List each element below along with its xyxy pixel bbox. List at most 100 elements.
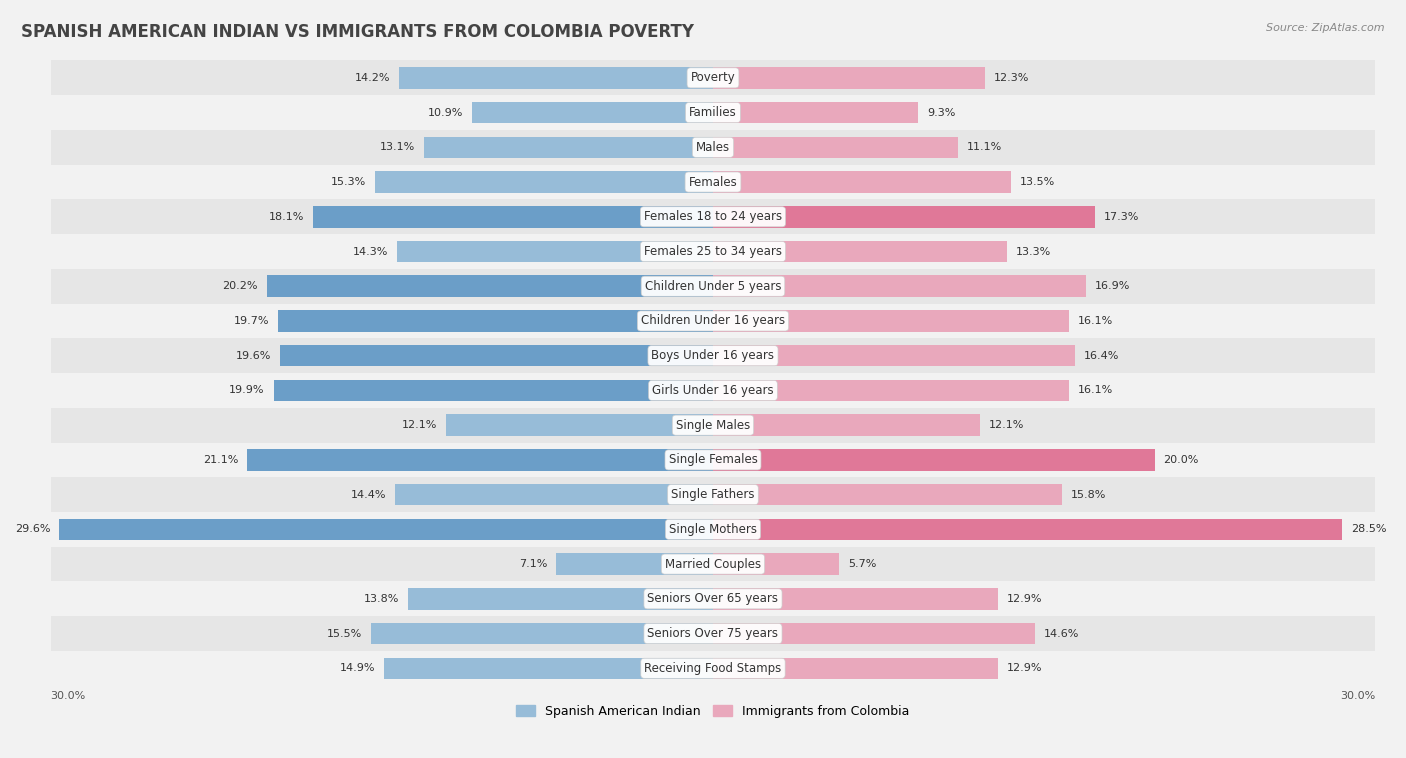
Bar [51,616,1375,651]
Text: 14.3%: 14.3% [353,246,388,256]
Text: 12.9%: 12.9% [1007,663,1042,673]
Bar [713,623,1035,644]
Text: 13.3%: 13.3% [1015,246,1050,256]
Text: 7.1%: 7.1% [519,559,547,569]
Text: Females 18 to 24 years: Females 18 to 24 years [644,210,782,224]
Bar [472,102,713,124]
Bar [713,102,918,124]
Text: 5.7%: 5.7% [848,559,876,569]
Bar [557,553,713,575]
Text: Single Fathers: Single Fathers [671,488,755,501]
Text: 15.8%: 15.8% [1071,490,1107,500]
Bar [713,241,1007,262]
Bar [713,449,1154,471]
Text: Males: Males [696,141,730,154]
Text: Children Under 16 years: Children Under 16 years [641,315,785,327]
Bar [59,518,713,540]
Bar [446,415,713,436]
Bar [51,96,1375,130]
Text: 29.6%: 29.6% [15,525,51,534]
Text: 12.9%: 12.9% [1007,594,1042,604]
Bar [51,199,1375,234]
Bar [713,275,1087,297]
Bar [713,553,839,575]
Text: 15.3%: 15.3% [330,177,367,187]
Text: 20.0%: 20.0% [1164,455,1199,465]
Text: 20.2%: 20.2% [222,281,259,291]
Bar [51,373,1375,408]
Bar [375,171,713,193]
Text: Seniors Over 65 years: Seniors Over 65 years [648,592,779,606]
Bar [51,478,1375,512]
Bar [713,67,984,89]
Text: Poverty: Poverty [690,71,735,84]
Text: 15.5%: 15.5% [326,628,361,638]
Text: 14.4%: 14.4% [350,490,387,500]
Bar [371,623,713,644]
Text: Married Couples: Married Couples [665,558,761,571]
Bar [274,380,713,401]
Bar [51,512,1375,547]
Bar [713,345,1076,366]
Text: 12.1%: 12.1% [402,420,437,430]
Text: 21.1%: 21.1% [202,455,238,465]
Bar [713,171,1011,193]
Bar [278,310,713,332]
Bar [51,130,1375,164]
Text: Children Under 5 years: Children Under 5 years [645,280,782,293]
Bar [398,241,713,262]
Bar [51,547,1375,581]
Bar [713,518,1343,540]
Bar [384,657,713,679]
Text: 16.9%: 16.9% [1095,281,1130,291]
Text: 13.8%: 13.8% [364,594,399,604]
Text: Single Females: Single Females [668,453,758,466]
Text: Boys Under 16 years: Boys Under 16 years [651,349,775,362]
Bar [51,164,1375,199]
Text: 19.9%: 19.9% [229,385,264,396]
Text: 30.0%: 30.0% [51,691,86,701]
Bar [51,651,1375,686]
Bar [267,275,713,297]
Bar [713,415,980,436]
Bar [713,588,998,609]
Text: Receiving Food Stamps: Receiving Food Stamps [644,662,782,675]
Text: 16.1%: 16.1% [1077,316,1112,326]
Bar [51,234,1375,269]
Bar [247,449,713,471]
Text: 11.1%: 11.1% [967,143,1002,152]
Bar [51,408,1375,443]
Bar [713,380,1069,401]
Text: 19.6%: 19.6% [236,351,271,361]
Bar [395,484,713,506]
Bar [713,484,1062,506]
Text: Females 25 to 34 years: Females 25 to 34 years [644,245,782,258]
Text: 18.1%: 18.1% [269,211,305,222]
Bar [51,61,1375,96]
Text: 13.5%: 13.5% [1019,177,1054,187]
Bar [713,310,1069,332]
Bar [423,136,713,158]
Text: Families: Families [689,106,737,119]
Text: 12.1%: 12.1% [988,420,1025,430]
Bar [399,67,713,89]
Text: 16.1%: 16.1% [1077,385,1112,396]
Text: 9.3%: 9.3% [927,108,956,117]
Text: 30.0%: 30.0% [1340,691,1375,701]
Bar [51,269,1375,304]
Legend: Spanish American Indian, Immigrants from Colombia: Spanish American Indian, Immigrants from… [512,700,914,723]
Bar [408,588,713,609]
Bar [280,345,713,366]
Text: SPANISH AMERICAN INDIAN VS IMMIGRANTS FROM COLOMBIA POVERTY: SPANISH AMERICAN INDIAN VS IMMIGRANTS FR… [21,23,695,41]
Text: Single Mothers: Single Mothers [669,523,756,536]
Bar [713,136,957,158]
Text: 10.9%: 10.9% [427,108,464,117]
Text: Source: ZipAtlas.com: Source: ZipAtlas.com [1267,23,1385,33]
Bar [314,206,713,227]
Text: 13.1%: 13.1% [380,143,415,152]
Text: 12.3%: 12.3% [994,73,1029,83]
Bar [51,304,1375,338]
Bar [713,206,1095,227]
Text: 19.7%: 19.7% [233,316,269,326]
Text: Females: Females [689,176,737,189]
